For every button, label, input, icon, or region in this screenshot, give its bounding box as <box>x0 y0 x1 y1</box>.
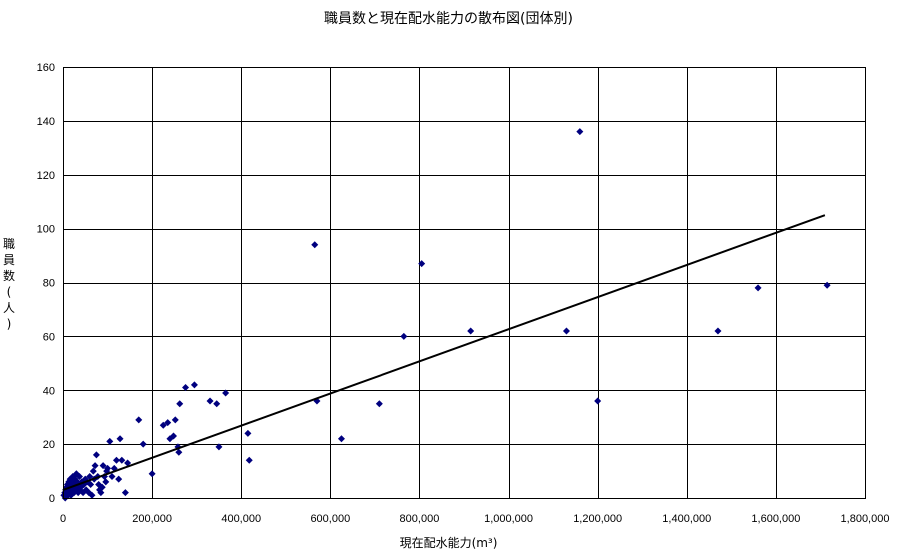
data-point <box>92 451 100 459</box>
y-tick-label: 60 <box>43 331 55 343</box>
data-point <box>88 491 96 499</box>
trendline <box>62 214 826 491</box>
data-point <box>98 483 106 491</box>
y-tick-label: 140 <box>37 116 55 128</box>
y-tick-label: 100 <box>37 224 55 236</box>
x-tick-label: 1,600,000 <box>751 513 800 525</box>
data-point <box>176 400 184 408</box>
data-point <box>245 456 253 464</box>
x-tick-label: 0 <box>60 513 66 525</box>
x-tick-label: 1,400,000 <box>662 513 711 525</box>
data-point <box>562 327 570 335</box>
data-point <box>594 397 602 405</box>
grid-lines <box>63 67 865 498</box>
data-point <box>148 470 156 478</box>
x-tick-label: 1,800,000 <box>841 513 890 525</box>
data-point <box>169 432 177 440</box>
data-point <box>213 400 221 408</box>
data-point <box>171 416 179 424</box>
tick-labels: 0 20 40 60 80 100 120 140 160 0 200,000 400,000 600,… <box>37 62 890 525</box>
y-tick-label: 120 <box>37 170 55 182</box>
data-point <box>99 462 107 470</box>
data-point <box>139 440 147 448</box>
plot-area-border <box>63 67 866 499</box>
y-axis-label: 職員数 ( 人) <box>2 236 16 332</box>
data-point <box>375 400 383 408</box>
y-axis-label-char: 人 <box>2 301 15 315</box>
data-point <box>104 464 112 472</box>
data-points <box>60 128 831 502</box>
data-point <box>121 489 129 497</box>
y-tick-label: 40 <box>43 385 55 397</box>
y-tick-label: 0 <box>49 493 55 505</box>
x-axis-label: 現在配水能力(m³) <box>399 536 498 550</box>
data-point <box>222 389 230 397</box>
y-axis-label-char: ( <box>6 285 12 299</box>
data-point <box>91 462 99 470</box>
data-point <box>97 489 105 497</box>
y-axis-label-char: 職 <box>2 237 15 251</box>
data-point <box>190 381 198 389</box>
data-point <box>467 327 475 335</box>
data-point <box>754 284 762 292</box>
data-point <box>112 456 120 464</box>
data-point <box>400 332 408 340</box>
data-point <box>418 260 426 268</box>
y-axis-label-char: ) <box>6 317 12 331</box>
data-point <box>175 448 183 456</box>
data-point <box>215 443 223 451</box>
x-tick-label: 1,000,000 <box>484 513 533 525</box>
data-point <box>89 467 97 475</box>
data-point <box>159 421 167 429</box>
data-point <box>823 281 831 289</box>
data-point <box>108 472 116 480</box>
y-tick-label: 160 <box>37 62 55 74</box>
data-point <box>311 241 319 249</box>
data-point <box>206 397 214 405</box>
data-point <box>576 128 584 136</box>
x-tick-label: 400,000 <box>221 513 261 525</box>
data-point <box>75 472 83 480</box>
data-point <box>244 429 252 437</box>
x-tick-label: 200,000 <box>132 513 172 525</box>
plot-frame <box>63 67 866 499</box>
data-point <box>102 478 110 486</box>
y-axis-label-char: 員 <box>2 253 15 267</box>
data-point <box>337 435 345 443</box>
data-point <box>118 456 126 464</box>
data-point <box>164 419 172 427</box>
x-tick-label: 800,000 <box>400 513 440 525</box>
data-point <box>135 416 143 424</box>
data-point <box>714 327 722 335</box>
data-point <box>115 475 123 483</box>
x-tick-label: 600,000 <box>310 513 350 525</box>
data-point <box>182 384 190 392</box>
data-point <box>116 435 124 443</box>
data-point <box>87 481 95 489</box>
data-point <box>86 472 94 480</box>
y-tick-label: 80 <box>43 278 55 290</box>
x-tick-label: 1,200,000 <box>573 513 622 525</box>
data-point <box>106 437 114 445</box>
data-point <box>124 459 132 467</box>
chart-title: 職員数と現在配水能力の散布図(団体別) <box>324 11 573 27</box>
y-axis-label-char: 数 <box>2 269 15 283</box>
y-tick-label: 20 <box>43 439 55 451</box>
trendline-group <box>62 214 826 491</box>
